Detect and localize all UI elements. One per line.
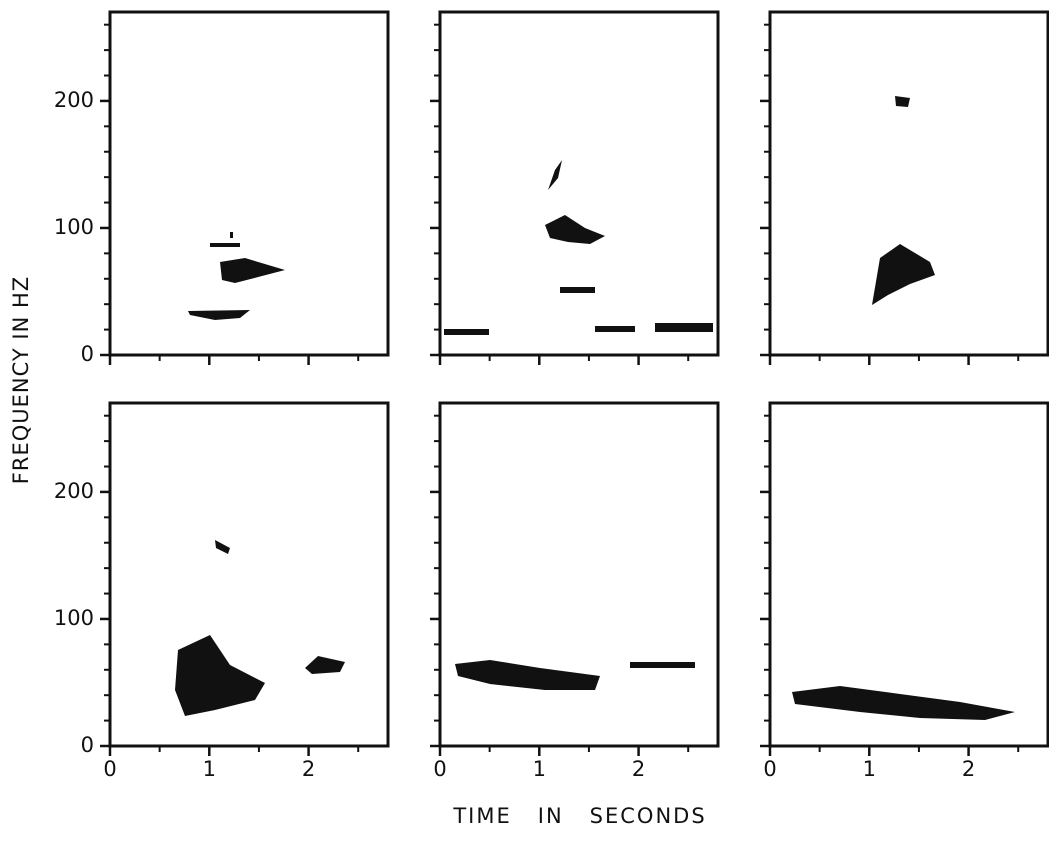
- y-tick-label: 0: [81, 342, 94, 366]
- y-tick-label: 200: [54, 479, 94, 503]
- x-tick-label: 2: [632, 757, 645, 781]
- y-tick-label: 200: [54, 88, 94, 112]
- x-tick-label: 1: [203, 757, 216, 781]
- y-tick-label: 100: [54, 606, 94, 630]
- plot-frame: [438, 10, 720, 357]
- spectrogram-blobs: [175, 96, 1015, 720]
- plot-frame: [768, 10, 1049, 357]
- x-tick-label: 1: [863, 757, 876, 781]
- plot-frame: [768, 401, 1049, 748]
- x-axis-label: TIME IN SECONDS: [452, 804, 706, 828]
- plot-frame: [438, 401, 720, 748]
- x-tick-label: 2: [302, 757, 315, 781]
- plot-frame: [108, 401, 390, 748]
- x-tick-label: 0: [763, 757, 776, 781]
- x-tick-label: 2: [962, 757, 975, 781]
- y-tick-label: 100: [54, 215, 94, 239]
- y-tick-label: 0: [81, 733, 94, 757]
- x-tick-label: 1: [533, 757, 546, 781]
- x-tick-label: 0: [433, 757, 446, 781]
- x-tick-label: 0: [103, 757, 116, 781]
- plot-frame: [108, 10, 390, 357]
- y-axis-label: FREQUENCY IN HZ: [9, 276, 33, 484]
